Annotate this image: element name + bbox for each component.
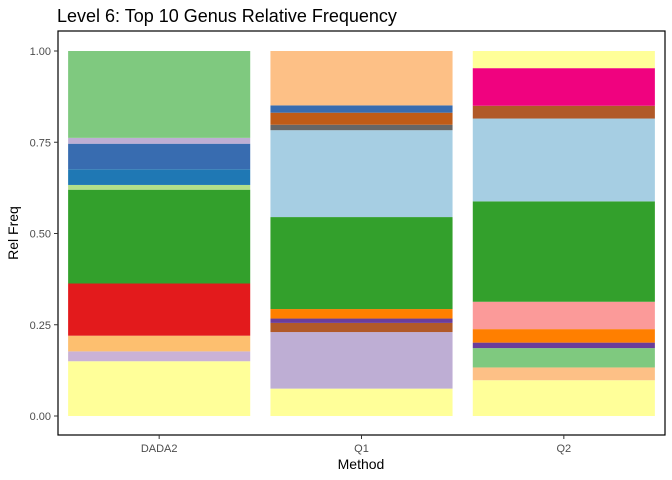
y-tick-label: 1.00	[30, 46, 51, 58]
bar-segment	[472, 367, 655, 381]
bar-segment	[472, 301, 655, 330]
bar-segment	[270, 332, 453, 389]
bar-segment	[270, 124, 453, 131]
chart-title: Level 6: Top 10 Genus Relative Frequency	[57, 6, 397, 26]
bar-segment	[270, 388, 453, 417]
y-axis: 0.00 0.25 0.50 0.75 1.00	[30, 46, 58, 423]
x-tick-label: Q2	[556, 443, 571, 455]
bar-stack-q1	[270, 51, 453, 417]
y-tick-label: 0.00	[30, 411, 51, 423]
x-axis-title: Method	[338, 456, 385, 472]
bar-segment	[68, 143, 251, 170]
bar-segment	[68, 51, 251, 138]
bar-segment	[472, 201, 655, 302]
y-axis-title: Rel Freq	[5, 206, 21, 260]
x-tick-label: DADA2	[141, 443, 178, 455]
bar-segment	[472, 118, 655, 202]
bar-stack-dada2	[68, 51, 251, 416]
bar-segment	[270, 112, 453, 125]
bar-segment	[472, 348, 655, 368]
bar-segment	[472, 51, 655, 69]
bar-segment	[68, 335, 251, 352]
bar-segment	[68, 189, 251, 284]
x-tick-label: Q1	[354, 443, 369, 455]
bar-segment	[472, 342, 655, 349]
bar-stack-q2	[472, 51, 655, 416]
bar-segment	[270, 318, 453, 323]
bars-layer	[68, 51, 655, 417]
bar-segment	[68, 137, 251, 144]
y-tick-label: 0.25	[30, 320, 51, 332]
bar-segment	[270, 51, 453, 106]
bar-segment	[270, 217, 453, 310]
bar-segment	[68, 184, 251, 190]
bar-segment	[68, 283, 251, 336]
bar-segment	[472, 329, 655, 343]
bar-segment	[270, 309, 453, 319]
bar-segment	[68, 351, 251, 362]
bar-segment	[68, 361, 251, 416]
y-tick-label: 0.50	[30, 229, 51, 241]
bar-segment	[472, 380, 655, 416]
bar-segment	[472, 68, 655, 106]
bar-segment	[270, 105, 453, 113]
y-tick-label: 0.75	[30, 137, 51, 149]
x-axis: DADA2 Q1 Q2	[141, 435, 571, 455]
bar-segment	[68, 169, 251, 185]
bar-segment	[472, 105, 655, 119]
bar-segment	[270, 322, 453, 333]
bar-segment	[270, 130, 453, 218]
